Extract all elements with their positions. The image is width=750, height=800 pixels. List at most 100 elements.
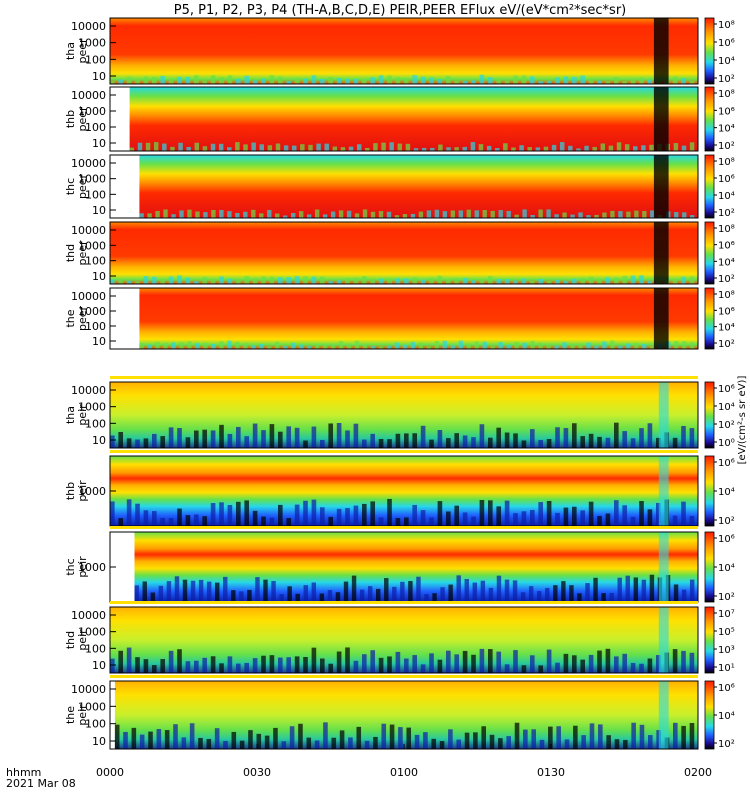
- spectrogram-texture: [430, 147, 435, 151]
- spectrogram-texture: [650, 346, 655, 349]
- y-tick-label: 100: [85, 255, 106, 268]
- colorbar-tick-label: 10⁶: [718, 38, 735, 49]
- spectrogram-texture: [160, 279, 166, 284]
- spectrogram-texture: [462, 650, 468, 673]
- spectrogram-texture: [353, 660, 359, 673]
- panel-label-instrument: peer: [76, 106, 89, 132]
- spectrogram-texture: [572, 278, 577, 284]
- spectrogram-texture: [291, 212, 296, 218]
- spectrogram-texture: [362, 503, 367, 526]
- spectrogram-texture: [414, 734, 420, 749]
- spectrogram-texture: [601, 593, 606, 602]
- spectrogram-texture: [187, 341, 192, 349]
- spectrogram-texture: [538, 502, 544, 526]
- spectrogram-texture: [681, 78, 686, 84]
- spectrogram-texture: [479, 424, 485, 448]
- spectrogram-texture: [614, 500, 619, 526]
- spectrogram-texture: [387, 75, 392, 84]
- spectrogram-texture: [345, 647, 350, 673]
- spectrogram-texture: [429, 653, 434, 673]
- spectrogram-texture: [605, 437, 611, 448]
- spectrogram-texture: [432, 593, 437, 602]
- spectrogram-texture: [156, 729, 162, 749]
- y-tick-label: 100: [85, 188, 106, 201]
- spectrogram-texture: [503, 143, 508, 151]
- panel-label-probe: tha: [64, 42, 77, 60]
- spectrogram-texture: [530, 76, 535, 84]
- colorbar-tick-label: 10⁴: [718, 191, 735, 202]
- spectrogram-texture: [171, 342, 176, 349]
- spectrogram-texture: [630, 516, 636, 526]
- spectrogram-texture: [580, 510, 586, 526]
- spectrogram-texture: [639, 501, 644, 526]
- spectrogram-texture: [261, 430, 266, 448]
- spectrogram-texture: [139, 734, 145, 749]
- y-tick-label: 1000: [78, 305, 106, 318]
- spectrogram-texture: [386, 211, 392, 218]
- spectrogram-texture: [490, 345, 495, 349]
- spectrogram-texture: [328, 281, 334, 284]
- spectrogram-texture: [504, 80, 510, 84]
- spectrogram-fill: [139, 288, 698, 349]
- spectrogram-texture: [481, 726, 487, 749]
- spectrogram-texture: [681, 725, 686, 749]
- spectrogram-texture: [286, 657, 292, 673]
- spectrogram-texture: [586, 215, 591, 218]
- spectrogram-texture: [472, 582, 478, 602]
- spectrogram-texture: [252, 80, 258, 84]
- colorbar-tick-label: 10⁴: [718, 323, 735, 334]
- y-tick-label: 1000: [78, 401, 106, 414]
- spectrogram-texture: [123, 731, 128, 749]
- spectrogram-texture: [336, 508, 342, 526]
- spectrogram-texture: [271, 580, 276, 602]
- spectrogram-texture: [278, 504, 283, 526]
- spectrogram-texture: [378, 517, 384, 526]
- spectrogram-texture: [681, 650, 686, 673]
- spectrogram-texture: [630, 662, 636, 673]
- colorbar-tick-label: 10²: [718, 208, 735, 219]
- spectrogram-gap: [658, 456, 669, 526]
- spectrogram-texture: [160, 436, 166, 448]
- spectrogram-texture: [528, 586, 534, 602]
- spectrogram-texture: [283, 215, 288, 218]
- spectrogram-texture: [562, 212, 567, 218]
- spectrogram-texture: [174, 576, 180, 602]
- spectrogram-texture: [420, 76, 426, 84]
- spectrogram-texture: [639, 428, 644, 448]
- spectrogram-texture: [448, 729, 453, 749]
- panel-3: 10000 1000 100 10 thc peer 10⁸ 10⁶ 10⁴ 10²: [64, 154, 735, 219]
- spectrogram-texture: [320, 78, 325, 84]
- spectrogram-texture: [614, 739, 620, 749]
- spectrogram-texture: [384, 578, 389, 602]
- spectrogram-texture: [162, 143, 167, 151]
- spectrogram-texture: [450, 345, 456, 349]
- spectrogram-texture: [488, 500, 493, 526]
- spectrogram-texture: [278, 657, 283, 673]
- spectrogram-fill: [110, 18, 698, 84]
- spectrogram-texture: [535, 147, 541, 151]
- spectrogram-texture: [504, 500, 510, 526]
- spectrogram-texture: [219, 276, 224, 284]
- panel-label-instrument: peer: [76, 306, 89, 332]
- spectrogram-texture: [496, 427, 502, 448]
- spectrogram-texture: [252, 278, 258, 284]
- colorbar-tick-label: 10²: [718, 274, 735, 285]
- spectrogram-texture: [649, 144, 654, 151]
- spectrogram-texture: [622, 81, 628, 84]
- spectrogram-texture: [269, 424, 275, 448]
- panel-2: 10000 1000 100 10 thb peer 10⁸ 10⁶ 10⁴ 10²: [64, 86, 735, 152]
- spectrogram-texture: [303, 78, 308, 84]
- spectrogram-texture: [348, 737, 353, 749]
- spectrogram-texture: [322, 343, 328, 349]
- spectrogram-texture: [294, 504, 300, 526]
- colorbar-tick-label: 10¹: [718, 663, 735, 674]
- colorbar-tick-label: 10²: [718, 339, 735, 350]
- spectrogram-texture: [227, 656, 233, 673]
- spectrogram-texture: [387, 278, 392, 284]
- spectrogram-texture: [440, 587, 445, 602]
- spectrogram-texture: [689, 80, 695, 84]
- panel-separator: [110, 601, 698, 604]
- spectrogram-texture: [639, 77, 644, 84]
- spectrogram-texture: [554, 214, 559, 218]
- spectrogram-texture: [267, 209, 272, 218]
